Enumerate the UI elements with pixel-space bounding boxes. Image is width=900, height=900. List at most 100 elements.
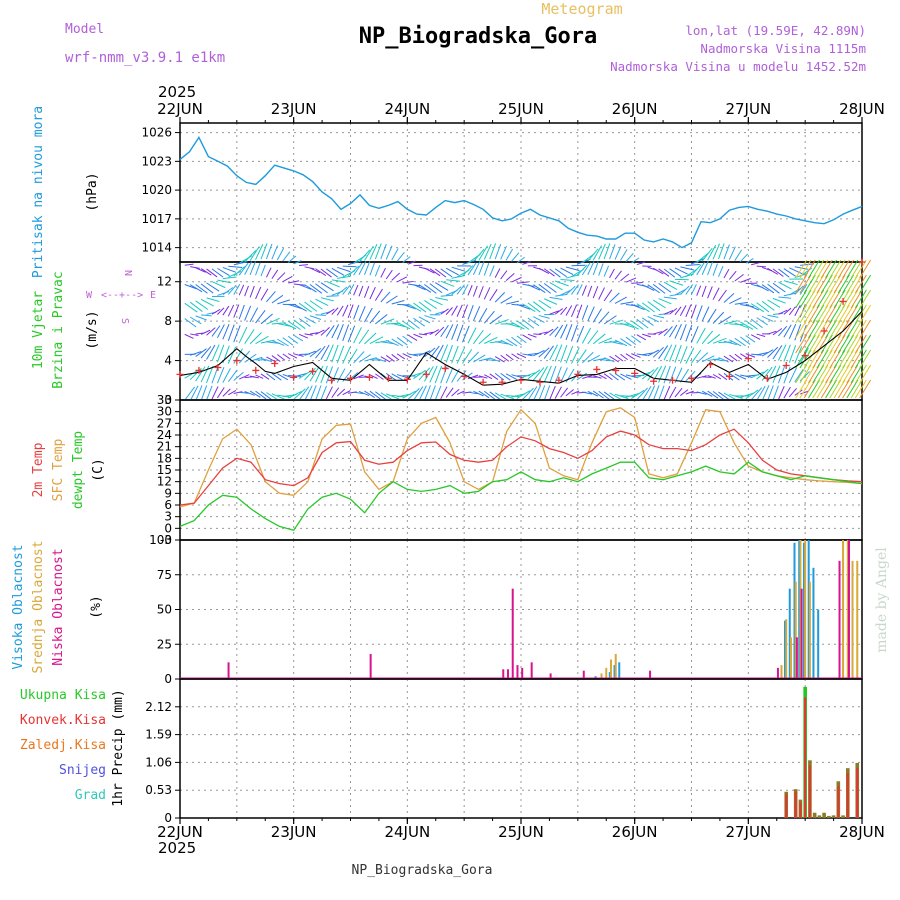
- wind-barb: [812, 304, 825, 324]
- wind-barb: [620, 273, 630, 282]
- wind-ylabel-line2: Brzina i Pravac: [51, 271, 66, 388]
- wind-barb: [598, 243, 606, 260]
- cloud-low-bar: [502, 669, 505, 679]
- wind-barb: [565, 266, 580, 272]
- y-tick-label: 1023: [141, 154, 172, 168]
- wind-barb: [833, 334, 846, 354]
- wind-barb: [603, 373, 613, 381]
- cloud-low-bar: [516, 665, 519, 679]
- wind-barb: [565, 389, 574, 397]
- wind-barb: [195, 315, 207, 321]
- wind-barb: [642, 284, 655, 292]
- wind-barb: [756, 284, 769, 292]
- wind-gust-marker: [820, 327, 828, 335]
- wind-barb: [396, 276, 408, 283]
- wind-barb: [478, 308, 488, 323]
- wind-barb: [331, 307, 339, 315]
- wind-barb: [260, 357, 273, 363]
- wind-barb: [674, 306, 682, 316]
- wind-barb: [745, 320, 758, 330]
- wind-barb: [581, 262, 591, 276]
- wind-barb: [549, 296, 563, 301]
- wind-barb: [516, 320, 530, 330]
- wind-barb: [820, 364, 833, 384]
- y-tick-label: 1020: [141, 183, 172, 197]
- wind-barb: [309, 315, 322, 320]
- wind-barb: [609, 268, 615, 279]
- wind-barb: [375, 314, 388, 325]
- wind-barb: [680, 285, 690, 295]
- coords-label: lon,lat (19.59E, 42.89N): [685, 23, 866, 38]
- wind-barb: [222, 388, 231, 397]
- wind-barb: [233, 261, 248, 266]
- sfc-label: SFC Temp: [51, 439, 66, 502]
- wind-barb: [386, 393, 400, 400]
- wind-barb: [265, 243, 273, 260]
- wind-barb: [434, 365, 443, 384]
- cloud-mid-bar: [856, 560, 859, 679]
- wind-barb: [391, 338, 404, 347]
- y-tick-label: 24: [157, 428, 172, 442]
- wind-barb: [543, 385, 551, 401]
- wind-barb: [380, 267, 386, 278]
- wind-barb: [423, 385, 431, 402]
- time-tick-label: 27JUN: [725, 100, 771, 118]
- wind-unit: (m/s): [85, 310, 100, 349]
- wind-barb: [663, 296, 677, 300]
- wind-barb: [734, 353, 743, 360]
- wind-barb: [631, 389, 645, 400]
- wind-barb: [680, 266, 695, 271]
- wind-barb: [761, 315, 774, 322]
- wind-barb: [184, 370, 198, 379]
- wind-barb: [543, 345, 554, 359]
- y-tick-label: 75: [157, 568, 172, 582]
- wind-barb: [429, 385, 436, 401]
- cloud-mid-bar: [780, 665, 783, 679]
- wind-barb: [795, 379, 808, 399]
- wind-barb: [854, 319, 867, 339]
- wind-barb: [723, 340, 737, 346]
- wind-barb: [609, 319, 624, 325]
- wind-gust-marker: [365, 373, 373, 381]
- wind-barb: [211, 268, 224, 278]
- wind-barb: [336, 286, 348, 296]
- wind-barb: [718, 357, 729, 363]
- precip-total-bar: [827, 815, 831, 818]
- wind-barb: [217, 307, 225, 315]
- wind-barb: [587, 390, 599, 397]
- wind-barb: [850, 319, 863, 339]
- wind-barb: [816, 379, 829, 399]
- wind-barb: [184, 386, 196, 401]
- wind-barb: [543, 283, 557, 293]
- wind-barb: [820, 259, 833, 279]
- wind-barb: [451, 323, 459, 340]
- wind-barb: [799, 259, 812, 279]
- wind-barb: [277, 299, 291, 305]
- y-tick-label: 0: [164, 521, 172, 535]
- wind-barb: [314, 385, 322, 401]
- wind-barb: [816, 349, 829, 369]
- wind-barb: [424, 331, 434, 335]
- y-tick-label: 4: [164, 354, 172, 368]
- wind-barb: [745, 335, 756, 343]
- wind-barb: [211, 366, 219, 384]
- wind-barb: [282, 322, 297, 330]
- cloud-high-label: Visoka Oblacnost: [11, 544, 26, 669]
- cloud-low-bar: [582, 670, 585, 679]
- wind-barb: [260, 243, 268, 260]
- wind-barb: [440, 386, 448, 400]
- wind-barb: [803, 334, 816, 354]
- wind-gust-marker: [725, 372, 733, 380]
- wind-barb: [189, 316, 202, 325]
- wind-barb: [833, 349, 846, 369]
- cloud-mid-bar: [614, 653, 617, 679]
- wind-barb: [494, 268, 501, 278]
- wind-barb: [326, 280, 340, 288]
- wind-barb: [227, 324, 235, 341]
- wind-barb: [750, 371, 765, 379]
- wind-barb: [674, 267, 688, 275]
- wind-barb: [647, 301, 661, 312]
- wind-barb: [522, 372, 536, 378]
- wind-barb: [391, 354, 400, 361]
- wind-barb: [756, 368, 769, 380]
